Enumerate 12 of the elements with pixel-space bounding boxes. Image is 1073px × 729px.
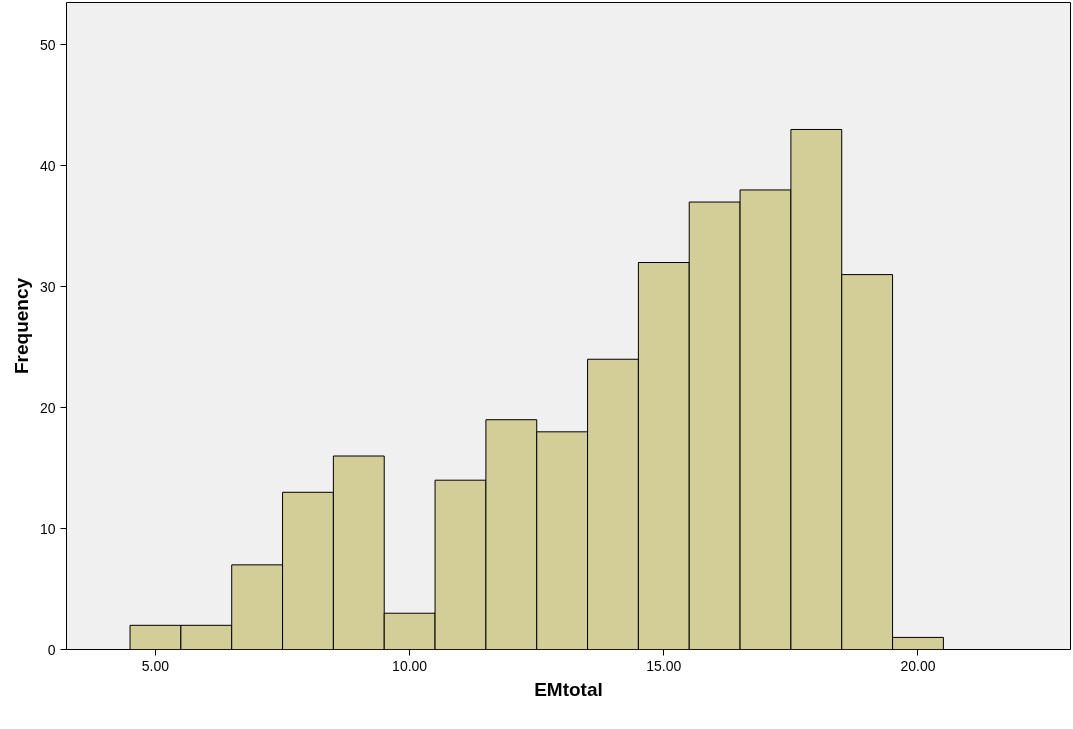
x-tick-label: 5.00	[141, 657, 170, 674]
y-axis-title: Frequency	[10, 277, 32, 375]
y-tick-label: 0	[47, 641, 56, 658]
x-tick-label: 10.00	[392, 657, 428, 674]
x-tick-label: 20.00	[900, 657, 936, 674]
y-tick-label: 50	[39, 36, 56, 53]
y-tick-label: 10	[39, 520, 56, 537]
y-tick-label: 30	[39, 278, 56, 295]
y-tick-label: 40	[39, 157, 56, 174]
x-axis-title: EMtotal	[534, 678, 603, 700]
x-tick-label: 15.00	[646, 657, 682, 674]
y-tick-label: 20	[39, 399, 56, 416]
